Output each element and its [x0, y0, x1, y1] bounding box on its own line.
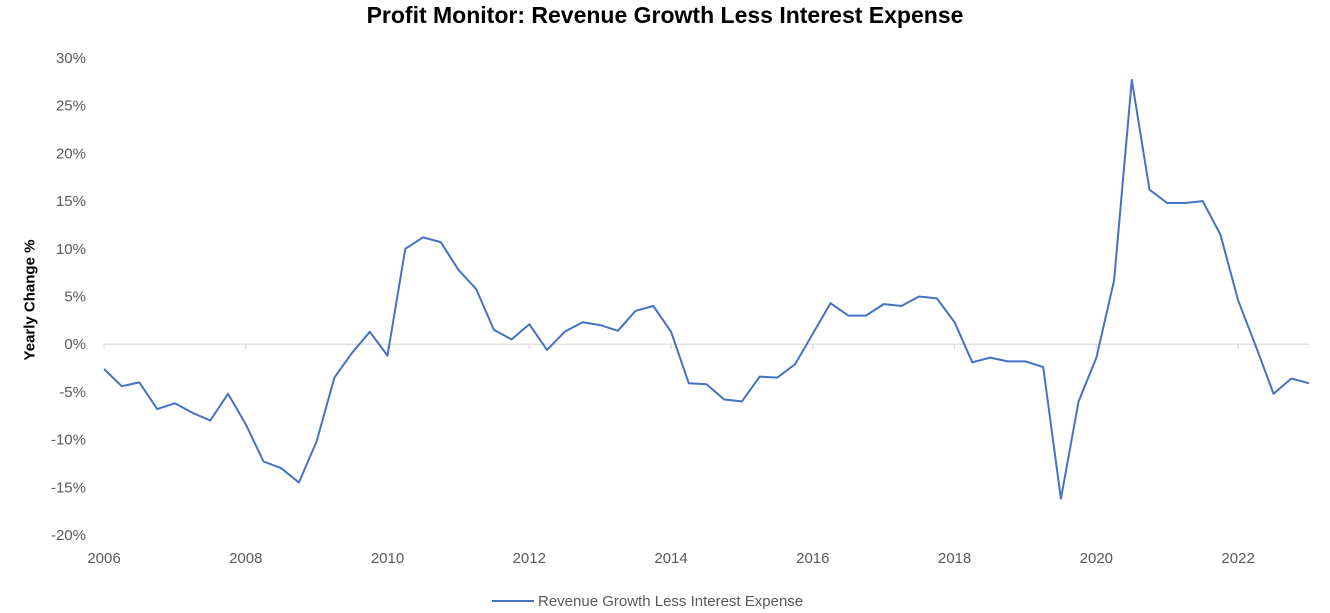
y-tick-label: 15%	[56, 193, 86, 210]
chart-title: Profit Monitor: Revenue Growth Less Inte…	[366, 2, 964, 28]
y-tick-label: 10%	[56, 241, 86, 258]
x-tick-label: 2016	[796, 550, 829, 567]
x-tick-label: 2010	[371, 550, 404, 567]
x-tick-label: 2020	[1080, 550, 1113, 567]
legend-label: Revenue Growth Less Interest Expense	[538, 593, 803, 610]
y-tick-label: 5%	[64, 289, 86, 306]
x-tick-label: 2012	[513, 550, 546, 567]
series-line	[103, 78, 1310, 500]
y-tick-label: 30%	[56, 50, 86, 67]
x-tick-label: 2022	[1221, 550, 1254, 567]
y-tick-label: 25%	[56, 98, 86, 115]
y-tick-label: -15%	[51, 479, 86, 496]
x-tick-label: 2008	[229, 550, 262, 567]
y-tick-label: -20%	[51, 527, 86, 544]
y-tick-label: 20%	[56, 145, 86, 162]
y-tick-label: 0%	[64, 336, 86, 353]
x-tick-label: 2018	[938, 550, 971, 567]
y-tick-label: -10%	[51, 432, 86, 449]
x-tick-label: 2014	[654, 550, 687, 567]
y-tick-label: -5%	[59, 384, 86, 401]
x-tick-label: 2006	[87, 550, 120, 567]
